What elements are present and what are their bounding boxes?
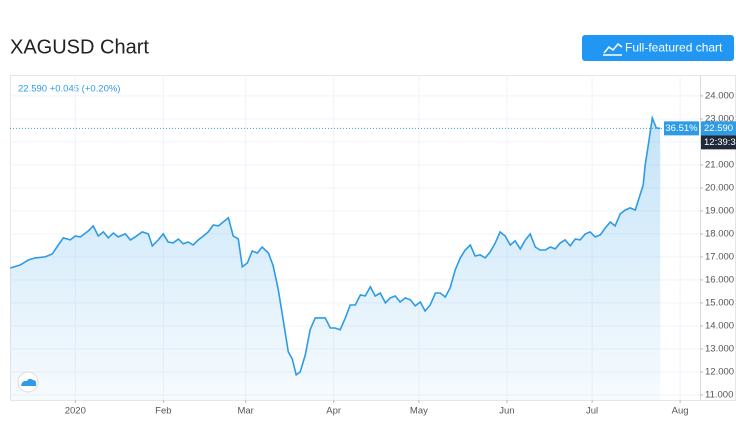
x-tick-label: May xyxy=(410,406,428,417)
price-label: 22.590 xyxy=(704,123,733,134)
button-icon[interactable] xyxy=(603,42,623,56)
y-tick-label: 23.000 xyxy=(705,113,734,124)
x-tick-label: Jul xyxy=(586,406,598,417)
y-tick-label: 18.000 xyxy=(705,228,734,239)
plot: 11.000 12.000 13.000 14.000 15.000 16.000 17.0… xyxy=(10,75,736,417)
x-tick-label: Jun xyxy=(499,406,514,417)
y-tick-label: 13.000 xyxy=(705,343,734,354)
y-tick-label: 17.000 xyxy=(705,251,734,262)
change-label: 36.51% xyxy=(665,123,698,134)
y-tick-label: 11.000 xyxy=(705,389,733,400)
countdown: 12:39:34 xyxy=(704,137,736,148)
x-tick-label: Apr xyxy=(326,406,341,417)
y-tick-label: 15.000 xyxy=(705,297,734,308)
price-badge xyxy=(701,121,736,136)
full-chart-button[interactable]: Full-featured chart xyxy=(582,35,734,61)
countdown-badge xyxy=(701,135,736,150)
legend-text: 22.590 +0.045 (+0.20%) xyxy=(18,84,120,95)
y-tick-label: 20.000 xyxy=(705,182,734,193)
button-label[interactable]: Full-featured chart xyxy=(625,41,723,55)
chart-title: XAGUSD Chart xyxy=(10,36,149,58)
logo xyxy=(17,371,39,393)
y-tick-label: 14.000 xyxy=(705,320,734,331)
x-tick-label: Mar xyxy=(237,406,253,417)
change-badge xyxy=(664,121,699,136)
x-tick-label: Aug xyxy=(672,406,689,417)
y-tick-label: 16.000 xyxy=(705,274,734,285)
area xyxy=(10,118,661,400)
x-tick-label: 2020 xyxy=(65,406,86,417)
line xyxy=(10,114,661,377)
y-tick-label: 12.000 xyxy=(705,366,734,377)
y-tick-label: 19.000 xyxy=(705,205,734,216)
y-tick-label: 24.000 xyxy=(705,90,734,101)
x-tick-label: Feb xyxy=(155,406,171,417)
y-tick-label: 21.000 xyxy=(705,159,734,170)
